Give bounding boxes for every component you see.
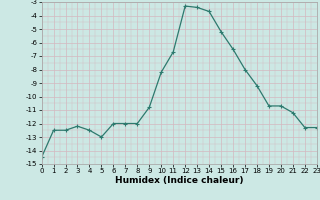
- X-axis label: Humidex (Indice chaleur): Humidex (Indice chaleur): [115, 176, 244, 185]
